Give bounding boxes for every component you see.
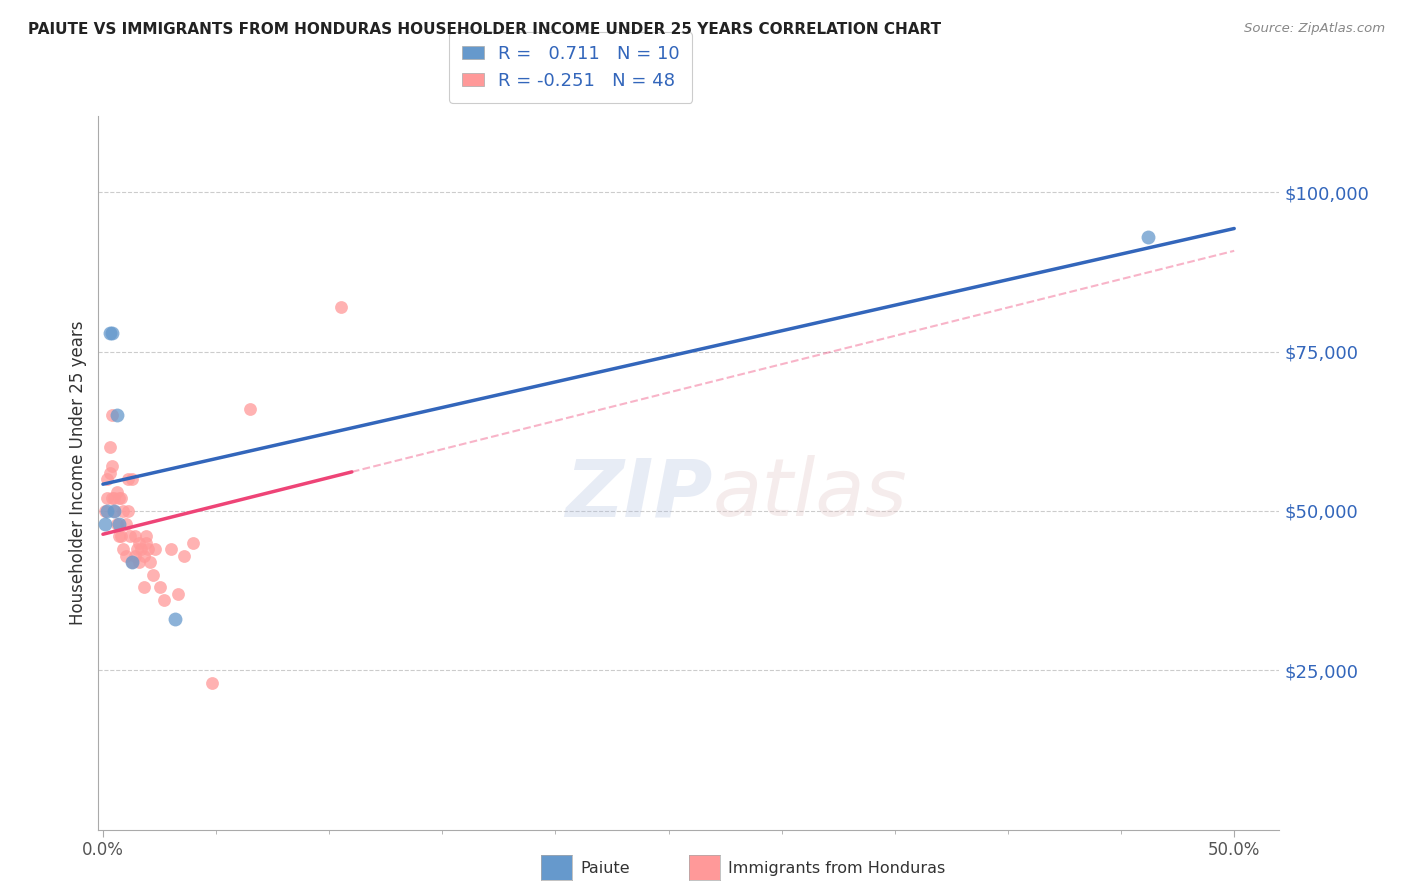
Point: [110, 491, 132, 506]
Point: [139, 555, 162, 569]
Point: [98, 440, 121, 454]
Point: [105, 516, 128, 531]
Point: [117, 472, 139, 486]
Point: [101, 459, 124, 474]
Point: [148, 581, 170, 595]
Text: Paiute: Paiute: [581, 862, 630, 876]
Point: [117, 504, 139, 518]
Point: [200, 676, 222, 690]
Point: [121, 472, 143, 486]
Point: [107, 516, 129, 531]
Text: ZIP: ZIP: [565, 455, 713, 533]
Point: [96, 472, 118, 486]
Point: [114, 516, 136, 531]
Point: [166, 587, 188, 601]
Text: Source: ZipAtlas.com: Source: ZipAtlas.com: [1244, 22, 1385, 36]
Point: [121, 555, 143, 569]
Point: [94, 516, 117, 531]
Point: [101, 326, 124, 340]
Point: [96, 491, 118, 506]
Point: [98, 466, 121, 480]
Point: [136, 542, 159, 557]
Legend: R =   0.711   N = 10, R = -0.251   N = 48: R = 0.711 N = 10, R = -0.251 N = 48: [450, 32, 692, 103]
Point: [329, 300, 352, 314]
Point: [101, 409, 124, 423]
Point: [112, 542, 135, 557]
Point: [96, 504, 118, 518]
Y-axis label: Householder Income Under 25 years: Householder Income Under 25 years: [69, 320, 87, 625]
Point: [112, 504, 135, 518]
Point: [131, 542, 153, 557]
Point: [101, 491, 124, 506]
Point: [110, 529, 132, 543]
Point: [183, 536, 205, 550]
Point: [105, 409, 128, 423]
Text: atlas: atlas: [713, 455, 907, 533]
Point: [103, 504, 125, 518]
Point: [142, 567, 165, 582]
Point: [128, 536, 150, 550]
Point: [105, 484, 128, 499]
Point: [103, 504, 125, 518]
Point: [143, 542, 166, 557]
Point: [103, 491, 125, 506]
Point: [153, 593, 176, 607]
Point: [114, 549, 136, 563]
Point: [120, 529, 142, 543]
Text: PAIUTE VS IMMIGRANTS FROM HONDURAS HOUSEHOLDER INCOME UNDER 25 YEARS CORRELATION: PAIUTE VS IMMIGRANTS FROM HONDURAS HOUSE…: [28, 22, 941, 37]
Point: [121, 555, 143, 569]
Point: [124, 529, 146, 543]
Point: [107, 491, 129, 506]
Point: [107, 529, 129, 543]
Point: [165, 612, 187, 626]
Point: [98, 326, 121, 340]
Point: [124, 549, 146, 563]
Point: [1137, 230, 1160, 244]
Point: [135, 536, 157, 550]
Point: [128, 555, 150, 569]
Text: Immigrants from Honduras: Immigrants from Honduras: [728, 862, 946, 876]
Point: [125, 542, 148, 557]
Point: [159, 542, 181, 557]
Point: [239, 402, 262, 417]
Point: [135, 529, 157, 543]
Point: [132, 581, 155, 595]
Point: [132, 549, 155, 563]
Point: [173, 549, 195, 563]
Point: [94, 504, 117, 518]
